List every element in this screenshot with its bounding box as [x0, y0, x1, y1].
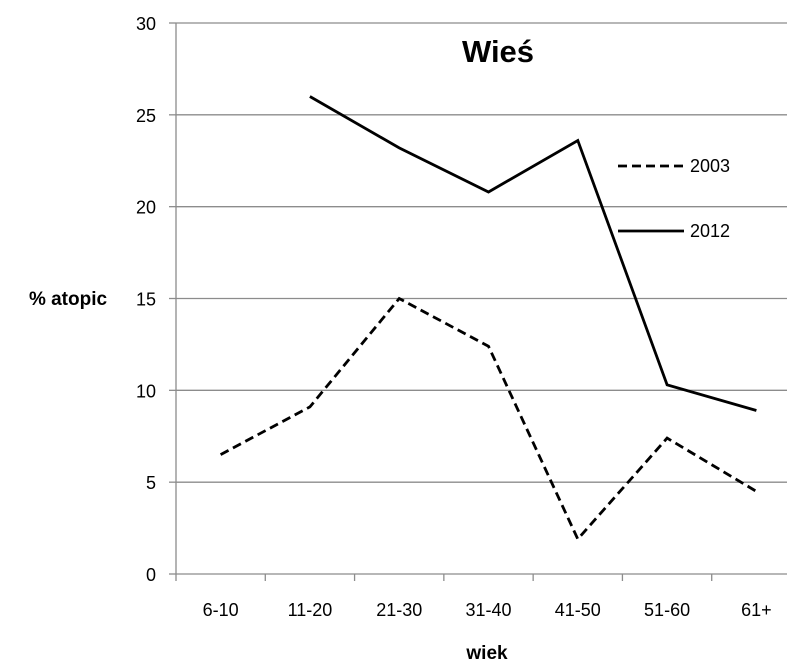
chart-title: Wieś	[462, 34, 534, 69]
x-tick-label: 21-30	[376, 600, 422, 620]
y-axis-title: % atopic	[29, 289, 108, 310]
x-tick-label: 6-10	[203, 600, 239, 620]
legend-label-2003: 2003	[690, 156, 730, 176]
gridlines	[176, 22, 787, 483]
x-tick-label: 61+	[741, 600, 772, 620]
y-tick-label: 15	[136, 290, 156, 310]
legend-label-2012: 2012	[690, 221, 730, 241]
y-tick-label: 30	[136, 14, 156, 34]
y-tick-labels: 0 5 10 15 20 25 30	[136, 14, 156, 585]
legend: 2003 2012	[618, 156, 730, 241]
y-tick-label: 20	[136, 198, 156, 218]
y-tick-label: 10	[136, 381, 156, 401]
x-tick-label: 51-60	[644, 600, 690, 620]
axes	[169, 22, 787, 581]
y-tick-label: 5	[146, 473, 156, 493]
x-tick-labels: 6-10 11-20 21-30 31-40 41-50 51-60 61+	[203, 600, 772, 620]
x-tick-label: 11-20	[288, 600, 333, 620]
series-line-2012	[309, 95, 757, 412]
x-tick-label: 41-50	[555, 600, 601, 620]
series-line-2003	[219, 296, 758, 542]
y-tick-label: 25	[136, 106, 156, 126]
x-axis-title: wiek	[465, 643, 508, 663]
series-lines	[219, 95, 758, 542]
y-tick-label: 0	[146, 565, 156, 585]
x-tick-label: 31-40	[465, 600, 511, 620]
